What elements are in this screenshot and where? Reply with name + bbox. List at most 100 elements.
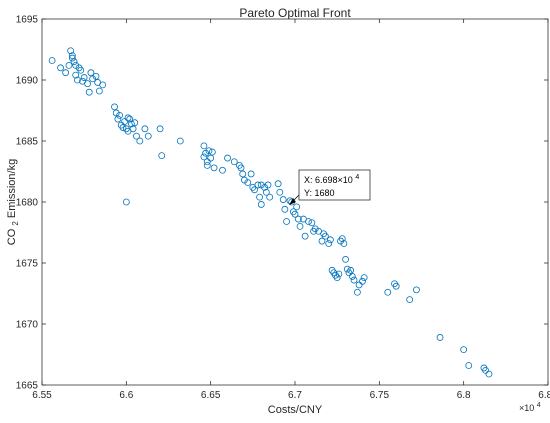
data-points — [48, 47, 493, 378]
data-point — [74, 76, 81, 84]
data-point — [305, 218, 312, 225]
data-point — [274, 180, 282, 188]
data-point — [200, 153, 208, 161]
data-point — [208, 148, 216, 156]
y-axis-label: CO 2 Emission/kg — [6, 159, 21, 245]
data-point — [321, 232, 329, 240]
datatip-x-prefix: X: 6.698×10 — [304, 175, 353, 185]
data-point — [203, 158, 211, 166]
data-point — [293, 203, 301, 211]
x-tick-label: 6.55 — [32, 390, 52, 401]
data-point — [350, 276, 358, 284]
data-point — [347, 266, 355, 274]
data-point — [136, 137, 144, 145]
data-point — [296, 222, 304, 230]
data-point — [230, 158, 238, 166]
y-tick-labels: 1665 1670 1675 1680 1685 1690 1695 — [16, 15, 39, 392]
data-point — [111, 103, 118, 111]
data-point — [301, 232, 309, 240]
data-point — [87, 69, 95, 77]
data-point — [141, 125, 149, 133]
x-tick-label: 6.65 — [201, 390, 221, 401]
data-point — [127, 120, 135, 128]
data-point — [224, 154, 231, 162]
data-point — [207, 154, 215, 162]
data-point — [485, 370, 493, 378]
data-point — [85, 88, 93, 96]
data-point — [239, 170, 247, 178]
data-point — [257, 181, 265, 189]
data-point — [338, 235, 346, 243]
data-point — [340, 240, 348, 247]
data-point — [133, 132, 140, 140]
datatip-y-line: Y: 1680 — [304, 188, 335, 198]
data-point — [124, 114, 132, 122]
y-tick-label: 1680 — [16, 198, 39, 209]
data-point — [291, 210, 299, 218]
datatip-x-power: 4 — [355, 174, 359, 181]
chart-title: Pareto Optimal Front — [239, 6, 351, 20]
data-point — [264, 181, 272, 189]
data-point — [348, 273, 356, 280]
data-point — [342, 255, 350, 263]
data-point — [237, 164, 245, 172]
data-point — [158, 152, 166, 160]
data-point — [354, 288, 361, 296]
data-point — [219, 166, 226, 174]
x-tick-label: 6.6 — [119, 390, 133, 401]
datatip-arrow-icon — [289, 198, 296, 205]
data-point — [308, 219, 316, 227]
data-point — [247, 170, 255, 178]
data-point — [203, 161, 211, 169]
data-point — [279, 196, 287, 203]
data-point — [281, 205, 289, 213]
datatip-x-line: X: 6.698×10 4 — [304, 174, 359, 185]
data-point — [460, 346, 468, 354]
data-point — [112, 109, 120, 117]
data-point — [84, 80, 91, 88]
data-point — [68, 52, 76, 59]
data-point — [251, 186, 258, 194]
data-point — [129, 125, 137, 133]
data-point — [202, 149, 210, 157]
data-point — [62, 69, 70, 77]
data-point — [156, 125, 164, 133]
y-tick-label: 1670 — [16, 320, 39, 331]
data-point — [77, 66, 85, 74]
data-point — [392, 282, 400, 290]
data-point — [57, 64, 64, 72]
data-point — [92, 72, 100, 80]
data-point — [261, 183, 269, 191]
data-point — [131, 119, 139, 127]
data-point — [294, 215, 302, 223]
x-exponent-power: 4 — [537, 402, 541, 409]
y-axis-label-rest: Emission/kg — [6, 159, 18, 218]
data-point — [114, 115, 122, 123]
datatip[interactable]: X: 6.698×10 4 Y: 1680 — [289, 169, 371, 205]
y-tick-label: 1675 — [16, 259, 39, 270]
data-point — [335, 270, 343, 278]
data-point — [283, 218, 290, 225]
x-tick-label: 6.85 — [538, 390, 550, 401]
data-point — [95, 87, 103, 95]
x-exponent: ×10 4 — [519, 402, 541, 413]
x-tick-label: 6.8 — [457, 390, 471, 401]
data-point — [254, 181, 262, 189]
data-point — [210, 164, 218, 172]
data-point — [68, 54, 76, 62]
data-point — [406, 296, 414, 304]
data-point — [122, 198, 130, 206]
data-point — [119, 124, 127, 131]
data-point — [99, 81, 107, 89]
y-axis-label-sub: 2 — [11, 221, 20, 226]
data-point — [116, 111, 123, 119]
data-point — [70, 58, 78, 66]
data-point — [355, 281, 363, 289]
data-point — [436, 334, 444, 341]
data-point — [257, 201, 265, 208]
data-point — [360, 274, 368, 282]
data-point — [343, 265, 351, 273]
data-point — [262, 188, 270, 196]
data-point — [359, 277, 366, 285]
